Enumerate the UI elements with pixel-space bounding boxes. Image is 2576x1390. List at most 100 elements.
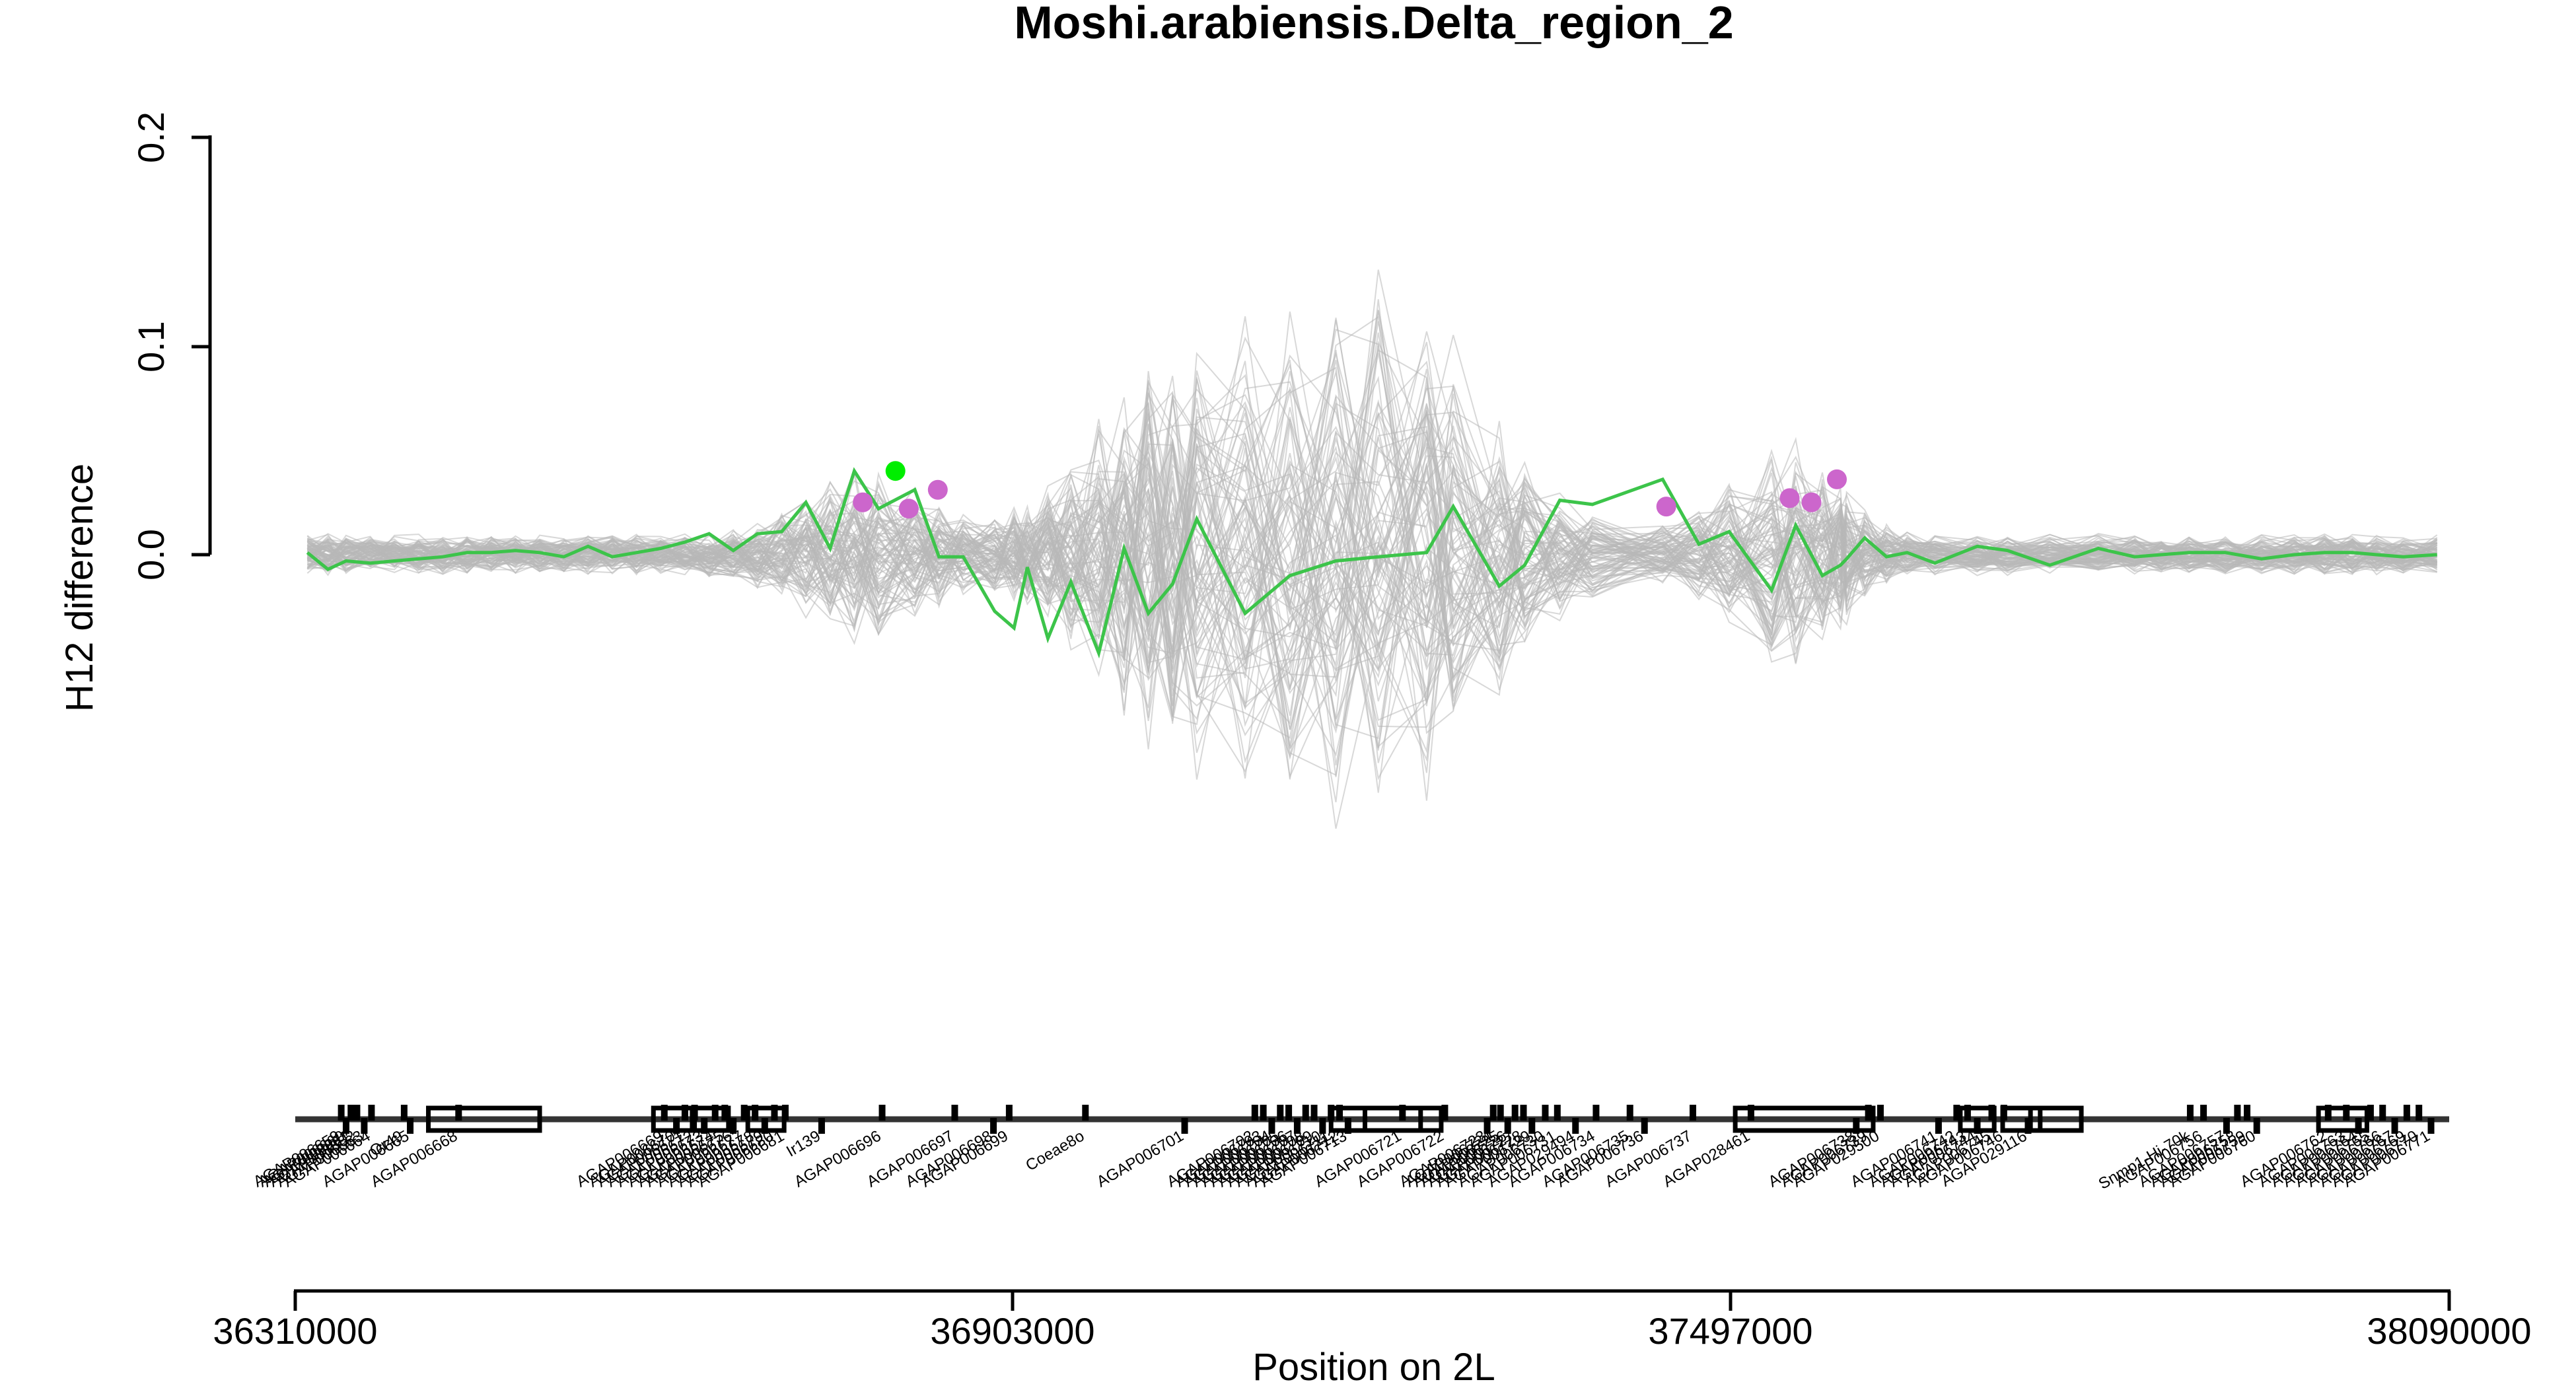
gene-marker [711,1105,719,1121]
gene-track: AGAP006659AGAP006660AGAP006661AGAP006662… [250,1105,2449,1193]
gene-marker [407,1118,414,1134]
gene-marker [1293,1118,1301,1134]
gene-marker [1005,1105,1013,1121]
gene-marker [730,1118,737,1134]
gene-marker [2415,1105,2423,1121]
gene-marker [701,1118,708,1134]
gene-marker [342,1118,349,1134]
gene-marker [1953,1105,1960,1121]
gene-marker [1268,1118,1275,1134]
gene-marker [1277,1105,1284,1121]
gene-marker [2200,1105,2207,1121]
h12-difference-line [306,467,2437,659]
gene-marker [771,1105,778,1121]
gene-marker [661,1105,668,1121]
gene-marker [1865,1105,1872,1121]
gene-box [2316,1105,2369,1133]
y-tick-label: 0.1 [130,321,172,372]
x-tick-label: 36903000 [930,1310,1094,1352]
gene-marker [1082,1105,1089,1121]
y-axis: 0.0 0.1 0.2 H12 difference [58,112,212,712]
gene-marker [761,1118,768,1134]
permutation-line [306,411,2437,683]
gene-box [1363,1105,1423,1133]
gene-marker [818,1118,825,1134]
gene-marker [1935,1118,1942,1134]
gene-marker [2024,1118,2032,1134]
gene-marker [1181,1118,1188,1134]
gene-marker [1542,1105,1549,1121]
gene-marker [1689,1105,1696,1121]
gene-marker [1554,1105,1561,1121]
gene-marker [338,1105,345,1121]
gene-label: Coeae8o [1022,1127,1087,1175]
significant-point [1779,488,1800,508]
highlight-point [885,461,906,481]
significant-point [853,492,873,512]
gene-box [1733,1105,1876,1133]
chart-title: Moshi.arabiensis.Delta_region_2 [1014,0,1733,48]
gene-marker [1260,1105,1267,1121]
x-tick-label: 36310000 [213,1310,377,1352]
gene-marker [2000,1105,2007,1121]
y-tick-label: 0.0 [130,529,172,580]
gene-marker [1399,1105,1406,1121]
gene-marker [878,1105,886,1121]
gene-marker [1877,1105,1884,1121]
gene-marker [1520,1105,1527,1121]
gene-marker [1497,1105,1504,1121]
gene-marker [2223,1118,2230,1134]
gene-marker [2379,1105,2386,1121]
significant-point [1656,497,1676,517]
permutation-line [307,370,2437,659]
permutation-line [306,396,2437,748]
gene-marker [752,1105,759,1121]
gene-box [426,1105,542,1133]
gene-marker [1302,1105,1309,1121]
permutation-line [306,412,2438,693]
gene-marker [2367,1105,2374,1121]
gene-marker [1344,1118,1351,1134]
x-axis-title: Position on 2L [1252,1346,1495,1387]
gene-marker [347,1105,355,1121]
gene-marker [2427,1118,2435,1134]
gene-marker [1489,1105,1497,1121]
significant-point [927,479,948,500]
gene-label: Ir139 [783,1127,824,1161]
significant-point [898,499,919,519]
gene-marker [2244,1105,2251,1121]
gene-marker [1285,1105,1293,1121]
x-tick-label: 37497000 [1648,1310,1812,1352]
gene-marker [1484,1118,1491,1134]
gene-marker [1251,1105,1258,1121]
gene-marker [2391,1118,2398,1134]
x-axis: 36310000 36903000 37497000 38090000 Posi… [213,1289,2532,1389]
permutation-line [306,331,2438,766]
gene-marker [781,1105,789,1121]
gene-marker [455,1105,462,1121]
gene-marker [1504,1118,1511,1134]
gene-marker [1853,1118,1860,1134]
gene-marker [681,1105,688,1121]
gene-marker [673,1118,680,1134]
gene-marker [2355,1118,2362,1134]
gene-marker [721,1105,729,1121]
gene-marker [1626,1105,1633,1121]
gene-marker [400,1105,408,1121]
permutation-line [306,370,2437,664]
permutation-line [307,403,2437,672]
gene-marker [740,1105,748,1121]
permutation-lines [306,269,2438,829]
gene-marker [1572,1118,1579,1134]
gene-marker [2253,1118,2260,1134]
permutation-line [306,410,2437,734]
gene-marker [2324,1105,2332,1121]
gene-marker [361,1118,368,1134]
significant-point [1826,469,1847,489]
gene-marker [2234,1105,2241,1121]
gene-marker [990,1118,997,1134]
gene-marker [1328,1105,1335,1121]
gene-marker [1747,1105,1754,1121]
